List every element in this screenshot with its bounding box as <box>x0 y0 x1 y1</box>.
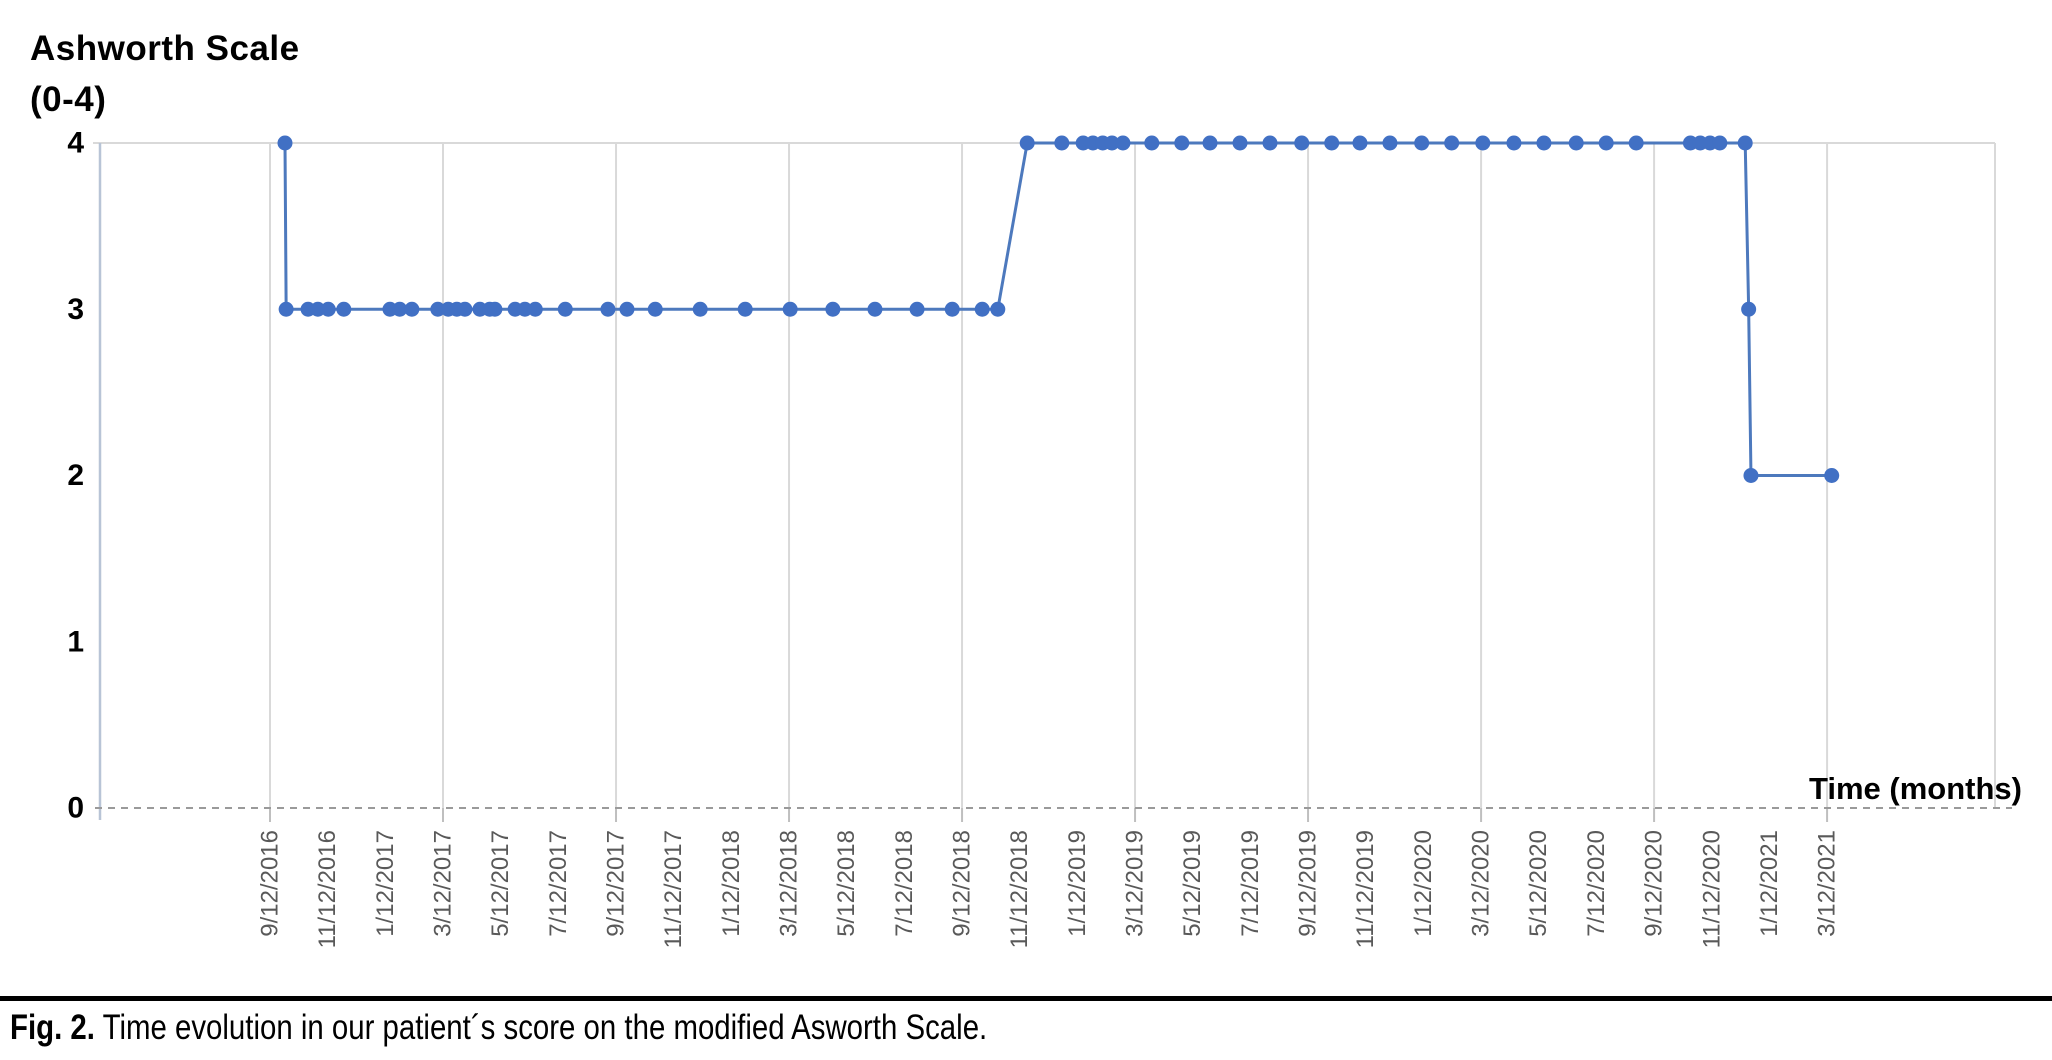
data-point <box>1824 468 1840 483</box>
data-point <box>1232 135 1248 151</box>
data-point <box>457 301 473 317</box>
data-point <box>1737 135 1753 151</box>
y-tick-label: 4 <box>67 127 84 160</box>
x-tick-label: 1/12/2018 <box>718 830 745 937</box>
x-axis-title: Time (months) <box>1809 771 2022 806</box>
y-tick-label: 3 <box>67 293 84 326</box>
y-tick-label: 2 <box>67 459 84 492</box>
data-point <box>1174 135 1190 151</box>
caption-divider <box>0 996 2052 1001</box>
y-tick-label: 1 <box>67 625 84 658</box>
x-tick-label: 11/12/2016 <box>314 830 341 948</box>
data-point <box>1712 135 1728 151</box>
x-tick-label: 1/12/2020 <box>1410 830 1437 937</box>
x-tick-label: 9/12/2016 <box>257 830 284 937</box>
x-tick-label: 9/12/2018 <box>949 830 976 937</box>
x-tick-label: 7/12/2020 <box>1583 830 1610 937</box>
data-point <box>944 301 960 317</box>
data-point <box>1506 135 1522 151</box>
figure-caption: Fig. 2. Time evolution in our patient´s … <box>10 1008 987 1048</box>
data-point <box>1568 135 1584 151</box>
data-point <box>1352 135 1368 151</box>
data-point <box>1743 468 1759 483</box>
data-point <box>990 301 1006 317</box>
data-point <box>619 301 635 317</box>
data-point <box>320 301 336 317</box>
data-point <box>1324 135 1340 151</box>
data-point <box>527 301 543 317</box>
x-tick-label: 11/12/2017 <box>660 830 687 948</box>
x-tick-label: 5/12/2020 <box>1525 830 1552 937</box>
data-point <box>1628 135 1644 151</box>
x-tick-label: 7/12/2017 <box>545 830 572 937</box>
data-point <box>825 301 841 317</box>
data-point <box>1475 135 1491 151</box>
data-point <box>1202 135 1218 151</box>
data-point <box>1144 135 1160 151</box>
x-tick-label: 3/12/2018 <box>776 830 803 937</box>
x-tick-label: 7/12/2018 <box>891 830 918 937</box>
data-point <box>392 301 408 317</box>
data-point <box>1262 135 1278 151</box>
data-point <box>1294 135 1310 151</box>
data-point <box>1598 135 1614 151</box>
chart-title: Ashworth Scale (0-4) <box>30 24 300 126</box>
data-point <box>404 301 420 317</box>
data-point <box>1741 301 1757 317</box>
data-point <box>1444 135 1460 151</box>
data-point <box>1104 135 1120 151</box>
figure-caption-label: Fig. 2. <box>10 1008 95 1047</box>
x-tick-label: 5/12/2018 <box>833 830 860 937</box>
chart-title-line1: Ashworth Scale <box>30 29 300 68</box>
data-point <box>487 301 503 317</box>
x-tick-label: 9/12/2020 <box>1641 830 1668 937</box>
chart-title-line2: (0-4) <box>30 79 107 119</box>
x-tick-label: 5/12/2017 <box>487 830 514 937</box>
x-tick-label: 3/12/2017 <box>430 830 457 937</box>
x-tick-label: 11/12/2019 <box>1352 830 1379 948</box>
x-tick-label: 7/12/2019 <box>1237 830 1264 937</box>
x-tick-label: 3/12/2021 <box>1814 830 1841 937</box>
x-tick-label: 11/12/2018 <box>1006 830 1033 948</box>
x-tick-label: 3/12/2020 <box>1468 830 1495 937</box>
data-point <box>278 301 294 317</box>
data-point <box>1019 135 1035 151</box>
x-tick-label: 9/12/2019 <box>1295 830 1322 937</box>
x-tick-label: 1/12/2019 <box>1064 830 1091 937</box>
data-point <box>1414 135 1430 151</box>
data-point <box>692 301 708 317</box>
data-point <box>517 301 533 317</box>
data-point <box>310 301 326 317</box>
data-point <box>1536 135 1552 151</box>
data-point <box>277 135 293 151</box>
data-point <box>782 301 798 317</box>
data-point <box>737 301 753 317</box>
y-tick-label: 0 <box>67 792 84 825</box>
data-point <box>557 301 573 317</box>
data-point <box>1054 135 1070 151</box>
x-tick-label: 9/12/2017 <box>603 830 630 937</box>
data-point <box>600 301 616 317</box>
data-point <box>336 301 352 317</box>
data-point <box>974 301 990 317</box>
data-point <box>867 301 883 317</box>
figure-caption-text: Time evolution in our patient´s score on… <box>102 1008 988 1047</box>
x-tick-label: 1/12/2017 <box>372 830 399 937</box>
data-point <box>1115 135 1131 151</box>
x-tick-label: 11/12/2020 <box>1698 830 1725 948</box>
data-point <box>1382 135 1398 151</box>
x-tick-label: 1/12/2021 <box>1756 830 1783 937</box>
data-point <box>909 301 925 317</box>
line-chart: 0 1 2 3 4 9/12/2016 11/12/2016 1/12/2017 3/12/20… <box>67 127 2022 949</box>
data-point <box>430 301 446 317</box>
x-tick-label: 5/12/2019 <box>1179 830 1206 937</box>
data-point <box>647 301 663 317</box>
x-tick-label: 3/12/2019 <box>1122 830 1149 937</box>
